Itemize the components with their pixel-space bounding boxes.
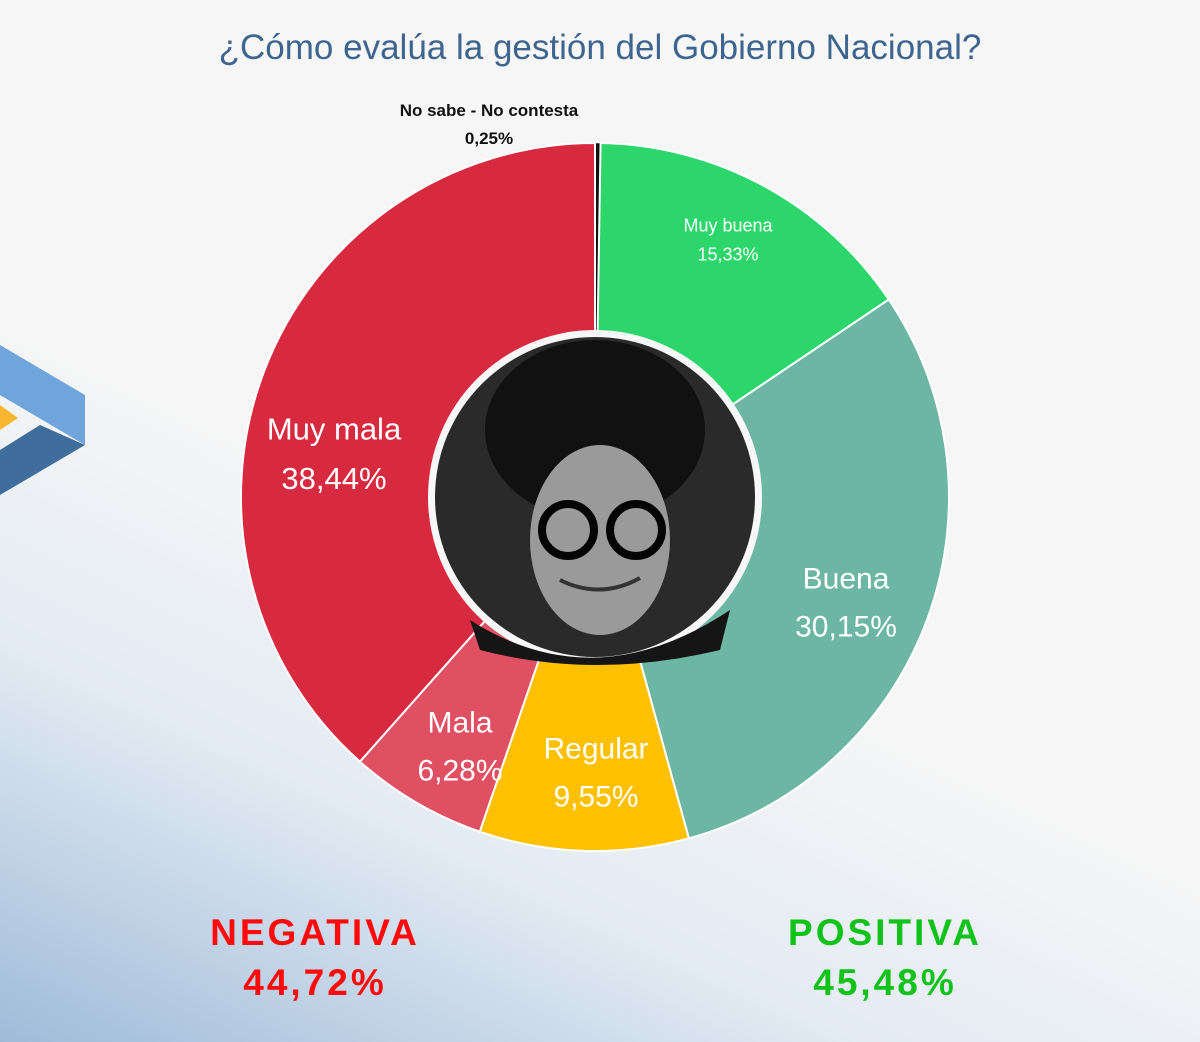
slice-value-label: 15,33% [697, 244, 758, 264]
negative-label: NEGATIVA [210, 912, 420, 953]
negative-value: 44,72% [243, 962, 387, 1003]
positive-total: POSITIVA 45,48% [735, 908, 1035, 1008]
positive-value: 45,48% [813, 962, 957, 1003]
logo-partial [0, 345, 85, 495]
negative-total: NEGATIVA 44,72% [165, 908, 465, 1008]
slice-value-label: 6,28% [417, 755, 502, 788]
slice-value-label: 30,15% [795, 611, 897, 644]
slice-value-label: 38,44% [281, 461, 386, 496]
slice-name-label: No sabe - No contesta [400, 101, 579, 120]
slice-name-label: Mala [427, 707, 492, 740]
slice-name-label: Muy buena [683, 216, 773, 236]
slice-name-label: Regular [543, 733, 648, 766]
slice-name-label: Buena [803, 563, 890, 596]
slice-name-label: Muy mala [267, 411, 402, 446]
chart-title: ¿Cómo evalúa la gestión del Gobierno Nac… [218, 28, 982, 67]
slice-value-label: 0,25% [465, 129, 513, 148]
slice-value-label: 9,55% [553, 781, 638, 814]
center-portrait [435, 337, 755, 665]
positive-label: POSITIVA [788, 912, 982, 953]
